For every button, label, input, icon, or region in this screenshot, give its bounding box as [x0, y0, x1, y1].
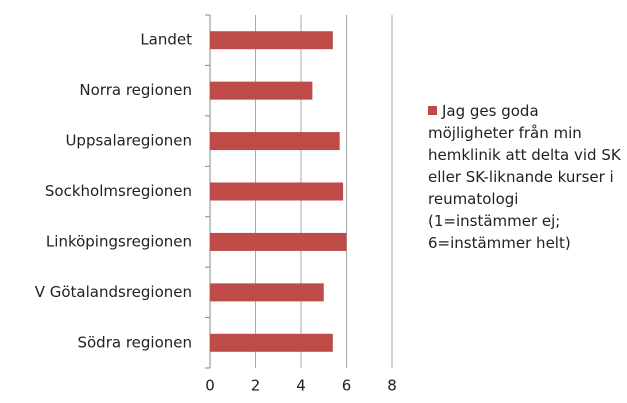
x-tick-label: 6 — [342, 377, 352, 395]
bar — [210, 182, 344, 201]
y-tick-label: Landet — [140, 31, 192, 49]
y-tick-label: Uppsalaregionen — [65, 132, 192, 150]
x-tick-label: 0 — [205, 377, 215, 395]
bar — [210, 31, 333, 50]
legend-label: Jag ges goda möjligheter från min hemkli… — [428, 102, 621, 252]
x-tick-label: 2 — [251, 377, 261, 395]
y-tick-label: Södra regionen — [77, 333, 192, 351]
y-tick-label: Linköpingsregionen — [46, 232, 192, 250]
y-tick-label: Norra regionen — [79, 81, 192, 99]
bar — [210, 232, 347, 251]
x-tick-label: 4 — [296, 377, 306, 395]
y-tick-label: V Götalandsregionen — [35, 283, 192, 301]
y-tick-label: Sockholmsregionen — [45, 182, 192, 200]
legend: Jag ges goda möjligheter från min hemkli… — [428, 100, 623, 254]
bar — [210, 283, 324, 302]
legend-swatch — [428, 106, 437, 115]
bar — [210, 132, 340, 151]
bar — [210, 81, 313, 100]
bar — [210, 333, 333, 352]
x-tick-label: 8 — [387, 377, 397, 395]
